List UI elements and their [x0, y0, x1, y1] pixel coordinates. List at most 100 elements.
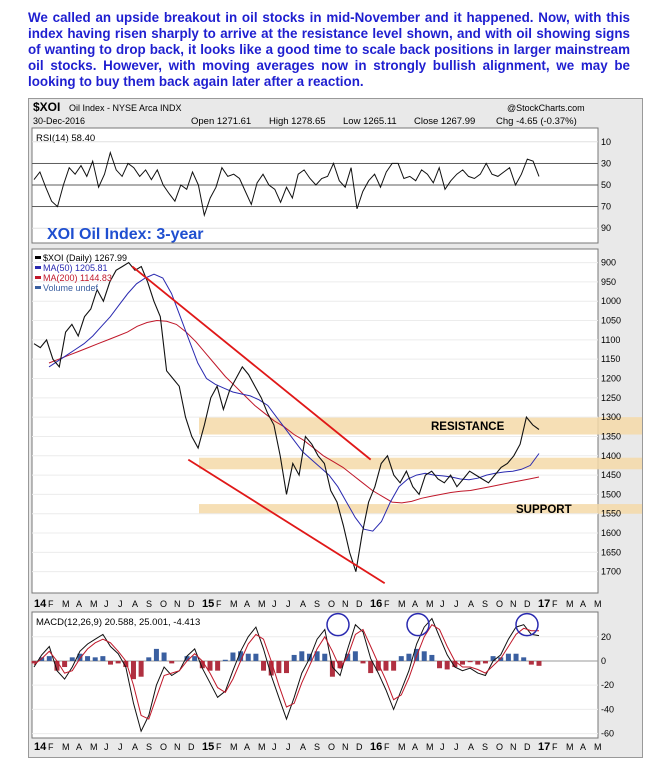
x-tick-label: M: [90, 599, 98, 609]
band-label: RESISTANCE: [431, 421, 505, 433]
chart-name: Oil Index - NYSE Arca INDX: [69, 103, 182, 113]
macd-hist-bar: [238, 651, 244, 661]
macd-hist-bar: [207, 660, 213, 671]
rsi-tick-label: 90: [601, 223, 611, 233]
price-legend-swatch: [35, 286, 41, 289]
macd-hist-bar: [398, 656, 404, 661]
x-tick-label: O: [160, 742, 167, 752]
macd-hist-bar: [199, 660, 205, 669]
x-tick-label: J: [272, 742, 277, 752]
macd-hist-bar: [192, 656, 198, 661]
macd-hist-bar: [146, 657, 152, 661]
macd-hist-bar: [437, 660, 443, 669]
trendline: [131, 265, 372, 461]
x-tick-label: S: [146, 599, 152, 609]
price-tick-label: 1400: [601, 451, 621, 461]
macd-hist-bar: [513, 653, 519, 661]
macd-hist-bar: [268, 660, 274, 676]
band-label: SUPPORT: [516, 504, 572, 516]
commentary-text: We called an upside breakout in oil stoc…: [28, 10, 630, 89]
macd-panel: [31, 611, 599, 739]
x-tick-label: D: [188, 599, 195, 609]
x-tick-label: J: [454, 599, 459, 609]
price-tick-label: 1050: [601, 316, 621, 326]
rsi-line: [33, 150, 540, 218]
macd-highlight-circle: [326, 612, 350, 637]
price-tick-label: 1150: [601, 354, 620, 364]
chart-svg: $XOI Oil Index - NYSE Arca INDX 30-Dec-2…: [31, 100, 643, 753]
price-band: [199, 504, 643, 514]
ma50-line: [48, 273, 540, 532]
price-legend-label: Volume undef: [43, 283, 99, 293]
macd-tick-label: -40: [601, 704, 614, 714]
x-tick-label: 14: [34, 598, 47, 610]
macd-hist-bar: [69, 657, 75, 661]
x-tick-label: S: [314, 742, 320, 752]
rsi-tick-label: 50: [601, 180, 611, 190]
macd-hist-bar: [245, 653, 251, 661]
x-tick-label: J: [118, 599, 123, 609]
macd-hist-bar: [169, 660, 175, 664]
macd-hist-bar: [115, 660, 121, 664]
x-tick-label: 15: [202, 741, 214, 753]
macd-hist-bar: [444, 660, 450, 670]
macd-hist-bar: [100, 656, 106, 661]
price-legend-label: $XOI (Daily) 1267.99: [43, 253, 127, 263]
price-tick-label: 1650: [601, 547, 621, 557]
macd-tick-label: -20: [601, 680, 614, 690]
macd-hist-bar: [291, 654, 297, 661]
macd-hist-bar: [467, 660, 473, 663]
x-tick-label: M: [398, 599, 406, 609]
x-tick-label: A: [468, 742, 474, 752]
stock-chart: $XOI Oil Index - NYSE Arca INDX 30-Dec-2…: [28, 98, 643, 758]
macd-tick-label: 20: [601, 632, 611, 642]
price-tick-label: 1550: [601, 509, 621, 519]
macd-tick-label: 0: [601, 656, 606, 666]
macd-hist-bar: [62, 660, 68, 668]
x-tick-label: 16: [370, 741, 382, 753]
macd-hist-bar: [475, 660, 481, 665]
macd-hist-bar: [360, 660, 366, 664]
x-tick-label: F: [552, 599, 558, 609]
macd-hist-bar: [406, 653, 412, 661]
x-tick-label: S: [482, 599, 488, 609]
x-tick-label: A: [76, 599, 82, 609]
x-tick-label: 17: [538, 598, 550, 610]
x-tick-label: O: [328, 742, 335, 752]
x-tick-label: M: [566, 599, 574, 609]
macd-line: [33, 617, 540, 733]
ma200-line: [48, 319, 540, 504]
x-tick-label: M: [230, 742, 238, 752]
x-tick-label: D: [524, 742, 531, 752]
macd-hist-bar: [421, 651, 427, 661]
macd-hist-bar: [368, 660, 374, 674]
chart-credit: @StockCharts.com: [507, 103, 585, 113]
price-tick-label: 1450: [601, 470, 621, 480]
x-tick-label: F: [48, 599, 54, 609]
macd-hist-bar: [429, 654, 435, 661]
price-legend-label: MA(200) 1144.83: [43, 273, 112, 283]
x-tick-label: F: [384, 599, 390, 609]
macd-hist-bar: [276, 660, 282, 674]
x-tick-label: M: [62, 599, 70, 609]
macd-hist-bar: [46, 656, 52, 661]
macd-hist-bar: [31, 660, 37, 664]
x-tick-label: O: [496, 599, 503, 609]
macd-signal-line: [33, 624, 539, 720]
trendline: [187, 458, 386, 585]
x-tick-label: S: [146, 742, 152, 752]
price-tick-label: 1100: [601, 335, 620, 345]
header-low: Low 1265.11: [343, 116, 397, 127]
macd-histogram: [31, 648, 542, 680]
x-tick-label: M: [426, 742, 434, 752]
header-chg: Chg -4.65 (-0.37%): [496, 116, 577, 127]
macd-hist-bar: [222, 659, 228, 661]
macd-circles: [326, 612, 539, 637]
macd-hist-bar: [284, 660, 289, 674]
price-tick-label: 1300: [601, 412, 621, 422]
chart-date: 30-Dec-2016: [33, 116, 85, 126]
x-tick-label: J: [440, 599, 445, 609]
x-tick-label: O: [160, 599, 167, 609]
x-tick-label: A: [300, 742, 306, 752]
